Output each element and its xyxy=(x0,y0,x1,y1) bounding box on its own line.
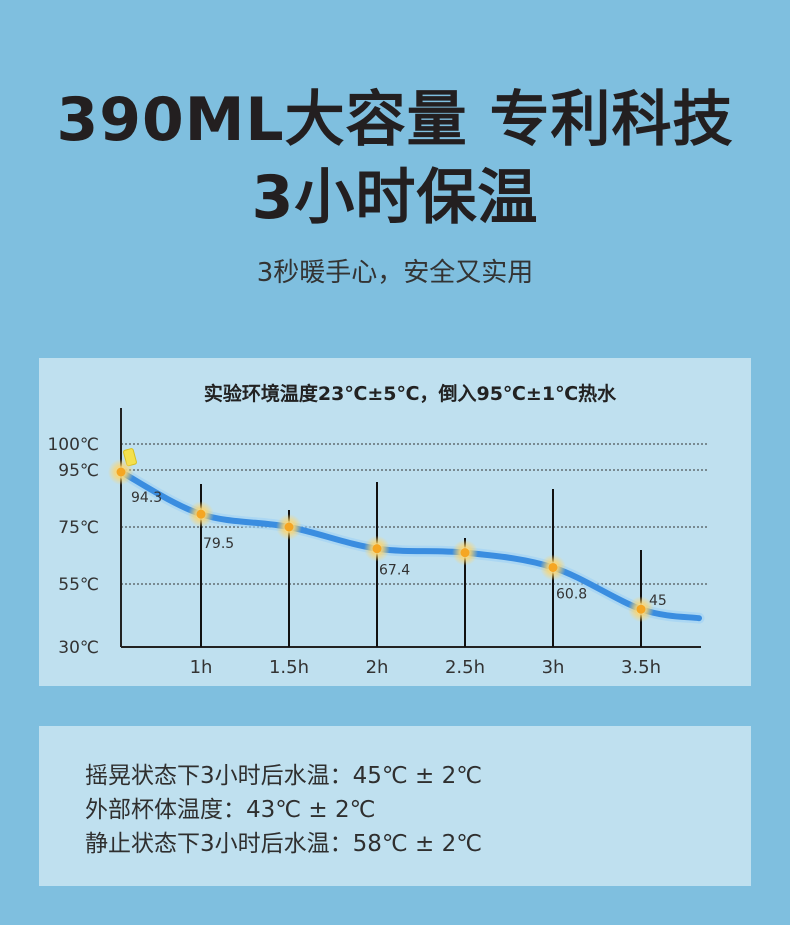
x-tick-label: 2h xyxy=(366,657,389,678)
data-point xyxy=(196,509,206,519)
data-point xyxy=(460,548,470,558)
subtitle: 3秒暖手心，安全又实用 xyxy=(256,258,534,288)
data-point xyxy=(636,604,646,614)
note-static-temp: 静止状态下3小时后水温：58℃ ± 2℃ xyxy=(85,831,483,857)
data-label: 94.3 xyxy=(131,490,162,506)
data-label: 79.5 xyxy=(203,536,234,552)
data-label: 67.4 xyxy=(379,563,410,579)
y-tick-label: 75℃ xyxy=(58,518,99,538)
headline-line-2: 3小时保温 xyxy=(251,163,539,233)
x-tick-label: 1.5h xyxy=(269,657,309,678)
y-tick-label: 55℃ xyxy=(58,575,99,595)
headline-line-1: 390ML大容量 专利科技 xyxy=(56,85,734,155)
notes-panel: 摇晃状态下3小时后水温：45℃ ± 2℃ 外部杯体温度：43℃ ± 2℃ 静止状… xyxy=(39,726,751,886)
x-tick-label: 1h xyxy=(190,657,213,678)
chart-title: 实验环境温度23℃±5℃，倒入95℃±1℃热水 xyxy=(204,382,617,405)
y-tick-label: 95℃ xyxy=(58,461,99,481)
x-tick-label: 3h xyxy=(542,657,565,678)
data-point xyxy=(372,544,382,554)
data-point xyxy=(548,562,558,572)
data-label: 45 xyxy=(649,593,667,609)
temperature-chart: 实验环境温度23℃±5℃，倒入95℃±1℃热水 94.3 79.5 67.4 60.8… xyxy=(47,382,709,678)
x-tick-label: 2.5h xyxy=(445,657,485,678)
y-tick-label: 100℃ xyxy=(47,435,99,455)
note-shaking-temp: 摇晃状态下3小时后水温：45℃ ± 2℃ xyxy=(85,763,483,789)
data-point xyxy=(284,522,294,532)
data-point xyxy=(116,467,126,477)
y-tick-label: 30℃ xyxy=(58,638,99,658)
x-tick-label: 3.5h xyxy=(621,657,661,678)
data-label: 60.8 xyxy=(556,586,587,602)
note-outer-cup-temp: 外部杯体温度：43℃ ± 2℃ xyxy=(85,797,376,823)
chart-panel: 实验环境温度23℃±5℃，倒入95℃±1℃热水 94.3 79.5 67.4 60.8… xyxy=(39,358,751,686)
